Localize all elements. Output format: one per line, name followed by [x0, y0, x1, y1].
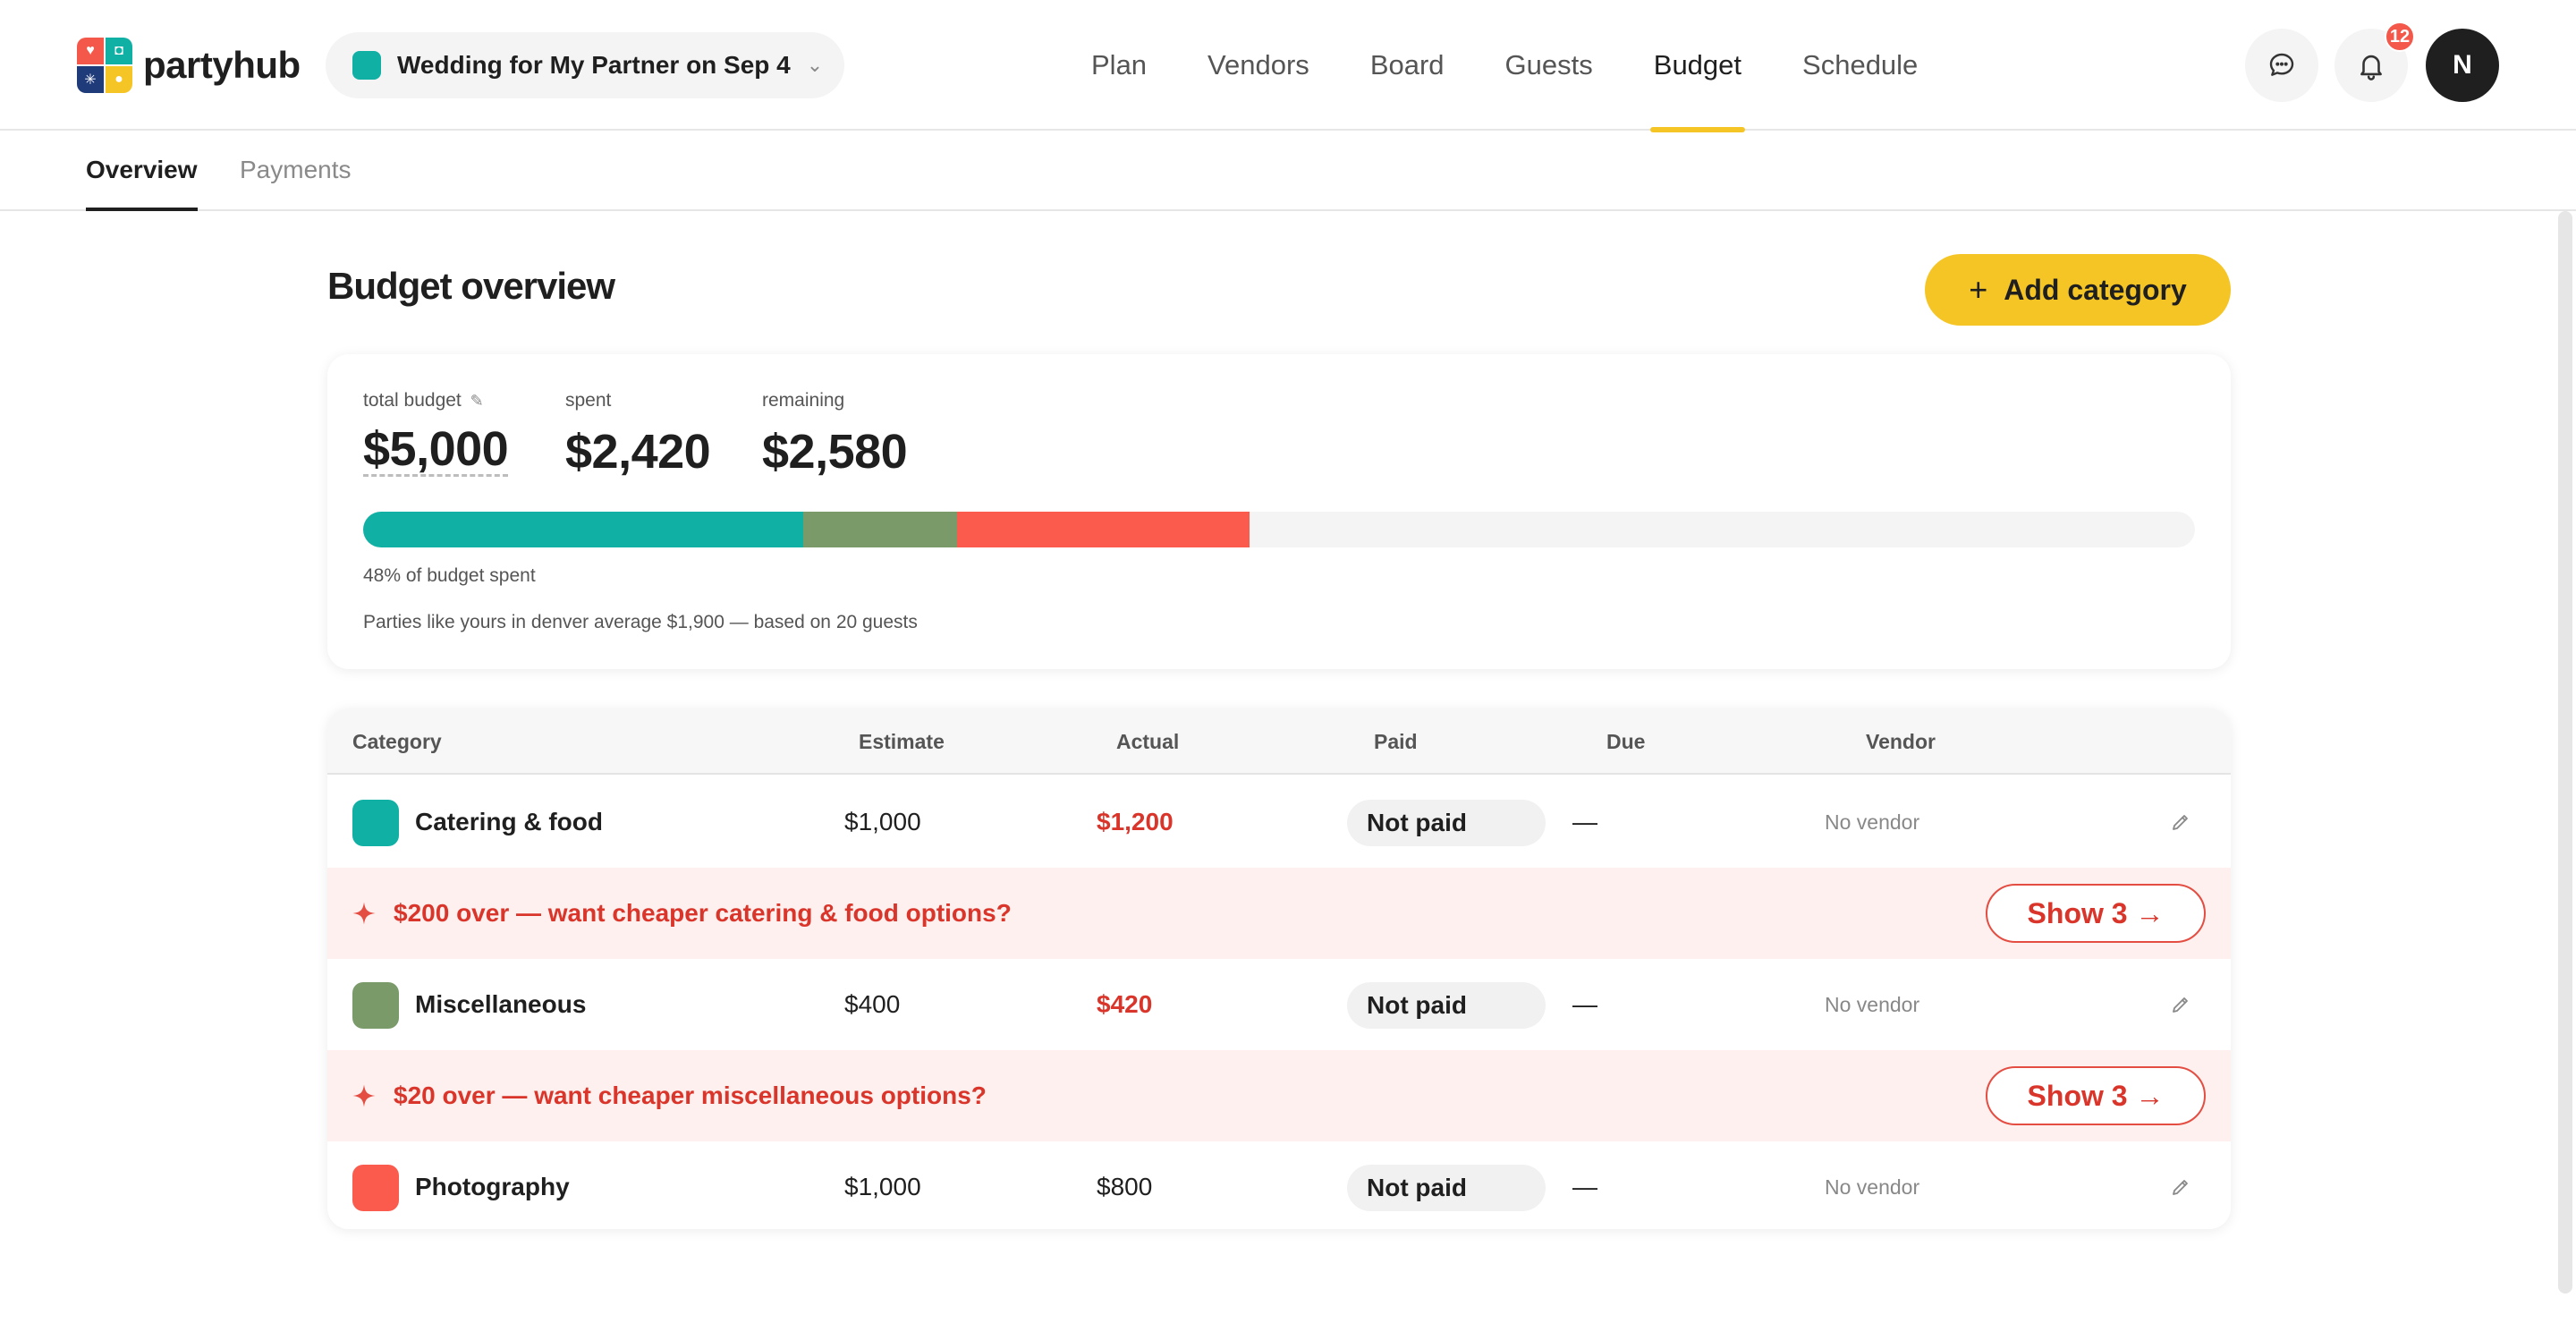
total-budget-label: total budget [363, 390, 462, 411]
budget-table: Category Estimate Actual Paid Due Vendor… [327, 708, 2231, 1229]
total-budget-stat[interactable]: total budget ✎ $5,000 [363, 390, 509, 477]
category-color-swatch [352, 982, 399, 1029]
edit-row-button[interactable] [2170, 776, 2191, 868]
pencil-icon: ✎ [470, 392, 484, 410]
bell-icon [2360, 55, 2382, 81]
estimate-value: $1,000 [844, 1173, 921, 1200]
remaining-stat: remaining $2,580 [762, 390, 908, 479]
category-name: Photography [415, 1173, 570, 1200]
event-color-swatch [352, 51, 381, 80]
pencil-icon [2173, 815, 2188, 830]
nav-plan[interactable]: Plan [1091, 49, 1148, 81]
sub-navigation: Overview Payments [0, 131, 2576, 211]
sparkle-icon [351, 868, 377, 959]
paid-status-pill[interactable]: Not paid [1347, 800, 1546, 846]
paid-status-pill[interactable]: Not paid [1347, 982, 1546, 1029]
progress-percent-text: 48% of budget spent [363, 565, 536, 586]
event-name: Wedding for My Partner on Sep 4 [397, 51, 791, 79]
over-budget-alert: $20 over — want cheaper miscellaneous op… [327, 1050, 2231, 1141]
spent-label: spent [565, 390, 612, 411]
edit-row-button[interactable] [2170, 959, 2191, 1050]
vendor-value: No vendor [1825, 810, 1920, 834]
nav-guests[interactable]: Guests [1504, 49, 1593, 81]
tab-payments[interactable]: Payments [240, 156, 352, 183]
paid-status-pill[interactable]: Not paid [1347, 1165, 1546, 1211]
estimate-value: $1,000 [844, 808, 921, 835]
nav-board[interactable]: Board [1369, 49, 1445, 81]
remaining-value: $2,580 [762, 425, 908, 479]
user-avatar[interactable]: N [2426, 29, 2499, 102]
header-actual: Actual [1116, 729, 1180, 753]
nav-budget[interactable]: Budget [1649, 0, 1746, 132]
header-estimate: Estimate [859, 729, 945, 753]
sparkle-icon [351, 1050, 377, 1141]
alert-text: $20 over — want cheaper miscellaneous op… [394, 1081, 987, 1109]
actual-value: $1,200 [1097, 808, 1174, 835]
notification-count-badge: 12 [2385, 21, 2415, 52]
progress-segment [363, 512, 803, 547]
nav-vendors[interactable]: Vendors [1208, 49, 1309, 81]
header-paid: Paid [1374, 729, 1418, 753]
nav-schedule[interactable]: Schedule [1802, 49, 1919, 81]
remaining-label: remaining [762, 390, 845, 411]
partyhub-logo-icon: ♥ ◘ ✳ ● [77, 38, 132, 93]
tab-overview[interactable]: Overview [86, 131, 198, 211]
progress-segment [802, 512, 957, 547]
due-value: — [1572, 808, 1597, 835]
table-row[interactable]: Photography $1,000 $800 Not paid — No ve… [327, 1141, 2231, 1229]
add-category-button[interactable]: + Add category [1925, 254, 2231, 326]
show-options-button[interactable]: Show 3 → [1986, 884, 2206, 943]
table-header: Category Estimate Actual Paid Due Vendor [327, 708, 2231, 775]
event-selector[interactable]: Wedding for My Partner on Sep 4 ⌄ [326, 32, 844, 98]
pencil-icon [2173, 997, 2188, 1013]
category-color-swatch [352, 1165, 399, 1211]
brand-logo[interactable]: ♥ ◘ ✳ ● partyhub [77, 38, 301, 93]
budget-summary-card: total budget ✎ $5,000 spent $2,420 remai… [327, 354, 2231, 669]
page-scrollbar[interactable] [2558, 211, 2572, 1293]
over-budget-alert: $200 over — want cheaper catering & food… [327, 868, 2231, 959]
vendor-value: No vendor [1825, 1175, 1920, 1199]
category-name: Miscellaneous [415, 990, 587, 1018]
due-value: — [1572, 1173, 1597, 1200]
progress-segment [956, 512, 1250, 547]
header-category: Category [352, 729, 442, 753]
actual-value: $800 [1097, 1173, 1153, 1200]
top-header: ♥ ◘ ✳ ● partyhub Wedding for My Partner on … [0, 0, 2576, 132]
plus-icon: + [1969, 271, 1988, 308]
actual-value: $420 [1097, 990, 1153, 1018]
chevron-down-icon: ⌄ [806, 54, 824, 76]
page-title: Budget overview [327, 265, 615, 307]
messages-button[interactable] [2245, 29, 2318, 102]
header-due: Due [1606, 729, 1646, 753]
pencil-icon [2173, 1180, 2188, 1195]
table-row[interactable]: Catering & food $1,000 $1,200 Not paid —… [327, 776, 2231, 868]
budget-progress-bar [363, 512, 2195, 547]
due-value: — [1572, 990, 1597, 1018]
add-category-label: Add category [2004, 273, 2187, 306]
main-nav: Plan Vendors Board Guests Budget Schedul… [1091, 0, 1979, 132]
brand-name: partyhub [143, 44, 301, 86]
total-budget-value[interactable]: $5,000 [363, 422, 509, 477]
category-color-swatch [352, 800, 399, 846]
average-comparison-text: Parties like yours in denver average $1,… [363, 612, 918, 632]
header-vendor: Vendor [1866, 729, 1936, 753]
category-name: Catering & food [415, 808, 603, 835]
estimate-value: $400 [844, 990, 901, 1018]
alert-text: $200 over — want cheaper catering & food… [394, 899, 1012, 927]
vendor-value: No vendor [1825, 992, 1920, 1016]
spent-value: $2,420 [565, 425, 711, 479]
chat-bubble-icon [2269, 53, 2294, 76]
edit-row-button[interactable] [2170, 1141, 2191, 1229]
spent-stat: spent $2,420 [565, 390, 711, 479]
show-options-button[interactable]: Show 3 → [1986, 1066, 2206, 1125]
table-row[interactable]: Miscellaneous $400 $420 Not paid — No ve… [327, 959, 2231, 1050]
